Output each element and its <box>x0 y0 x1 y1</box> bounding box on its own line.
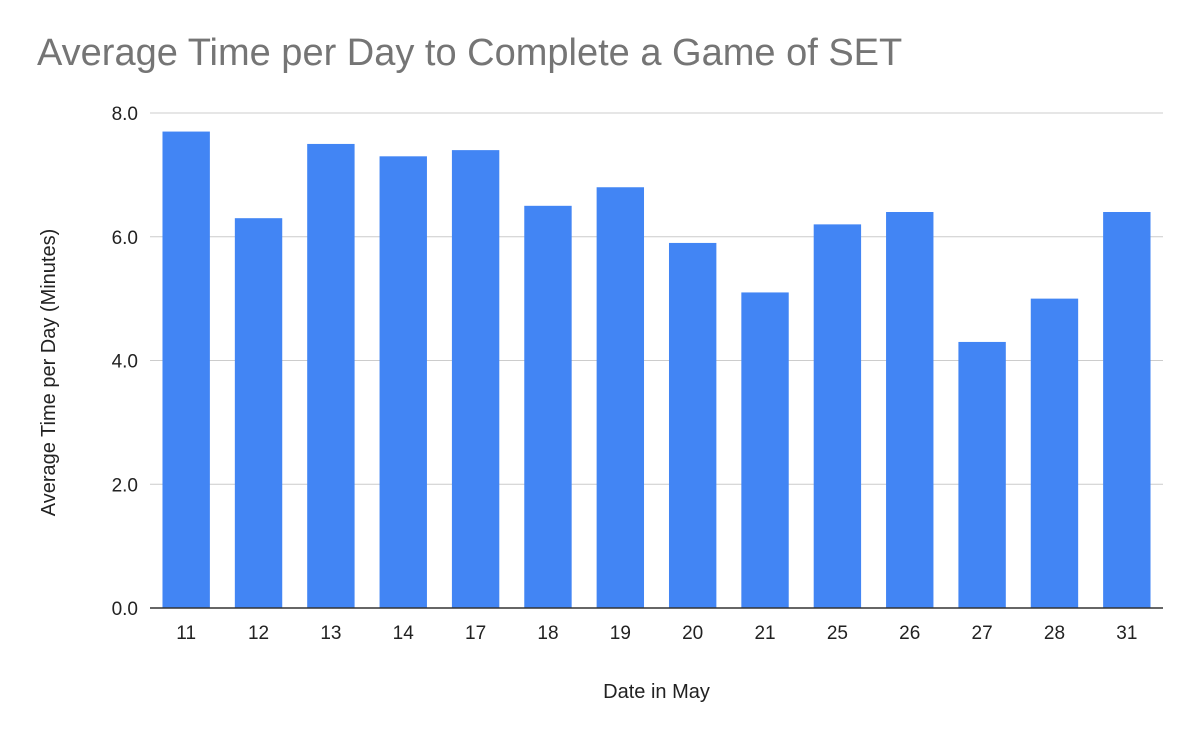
gridlines <box>150 112 1163 485</box>
bar <box>813 224 862 608</box>
x-axis-title: Date in May <box>603 681 710 703</box>
y-tick-label: 6.0 <box>112 228 138 249</box>
bar <box>668 242 717 608</box>
x-tick-label: 14 <box>393 623 415 644</box>
x-tick-label: 11 <box>176 623 196 644</box>
y-tick-label: 4.0 <box>112 352 138 373</box>
chart-title: Average Time per Day to Complete a Game … <box>37 32 903 74</box>
bar <box>379 156 427 608</box>
bar <box>524 205 572 608</box>
bar <box>162 131 210 608</box>
x-tick-label: 20 <box>682 623 703 644</box>
x-tick-label: 27 <box>972 623 993 644</box>
bar <box>1103 212 1151 608</box>
bar <box>451 150 500 608</box>
bar <box>1030 298 1079 608</box>
x-tick-label: 31 <box>1116 623 1137 644</box>
y-tick-label: 0.0 <box>112 599 138 620</box>
bar <box>234 218 283 608</box>
bar <box>307 143 355 608</box>
bar <box>596 187 645 608</box>
y-tick-label: 2.0 <box>112 475 138 496</box>
x-tick-label: 21 <box>754 623 775 644</box>
x-tick-label: 19 <box>610 623 631 644</box>
x-tick-label: 18 <box>537 623 558 644</box>
x-tick-label: 17 <box>465 623 486 644</box>
bars <box>162 131 1151 608</box>
x-tick-label: 12 <box>248 623 269 644</box>
tick-labels: 0.0 2.0 4.0 6.0 8.0 11 12 13 14 17 18 19 20 21 25 26 27 2… <box>112 104 1138 644</box>
x-tick-label: 26 <box>899 623 920 644</box>
y-tick-label: 8.0 <box>112 104 138 125</box>
bar <box>741 292 789 608</box>
y-axis-title: Average Time per Day (Minutes) <box>38 229 60 517</box>
x-tick-label: 28 <box>1044 623 1065 644</box>
x-tick-label: 25 <box>827 623 848 644</box>
bar <box>886 212 934 608</box>
bar <box>958 341 1006 608</box>
x-tick-label: 13 <box>320 623 341 644</box>
